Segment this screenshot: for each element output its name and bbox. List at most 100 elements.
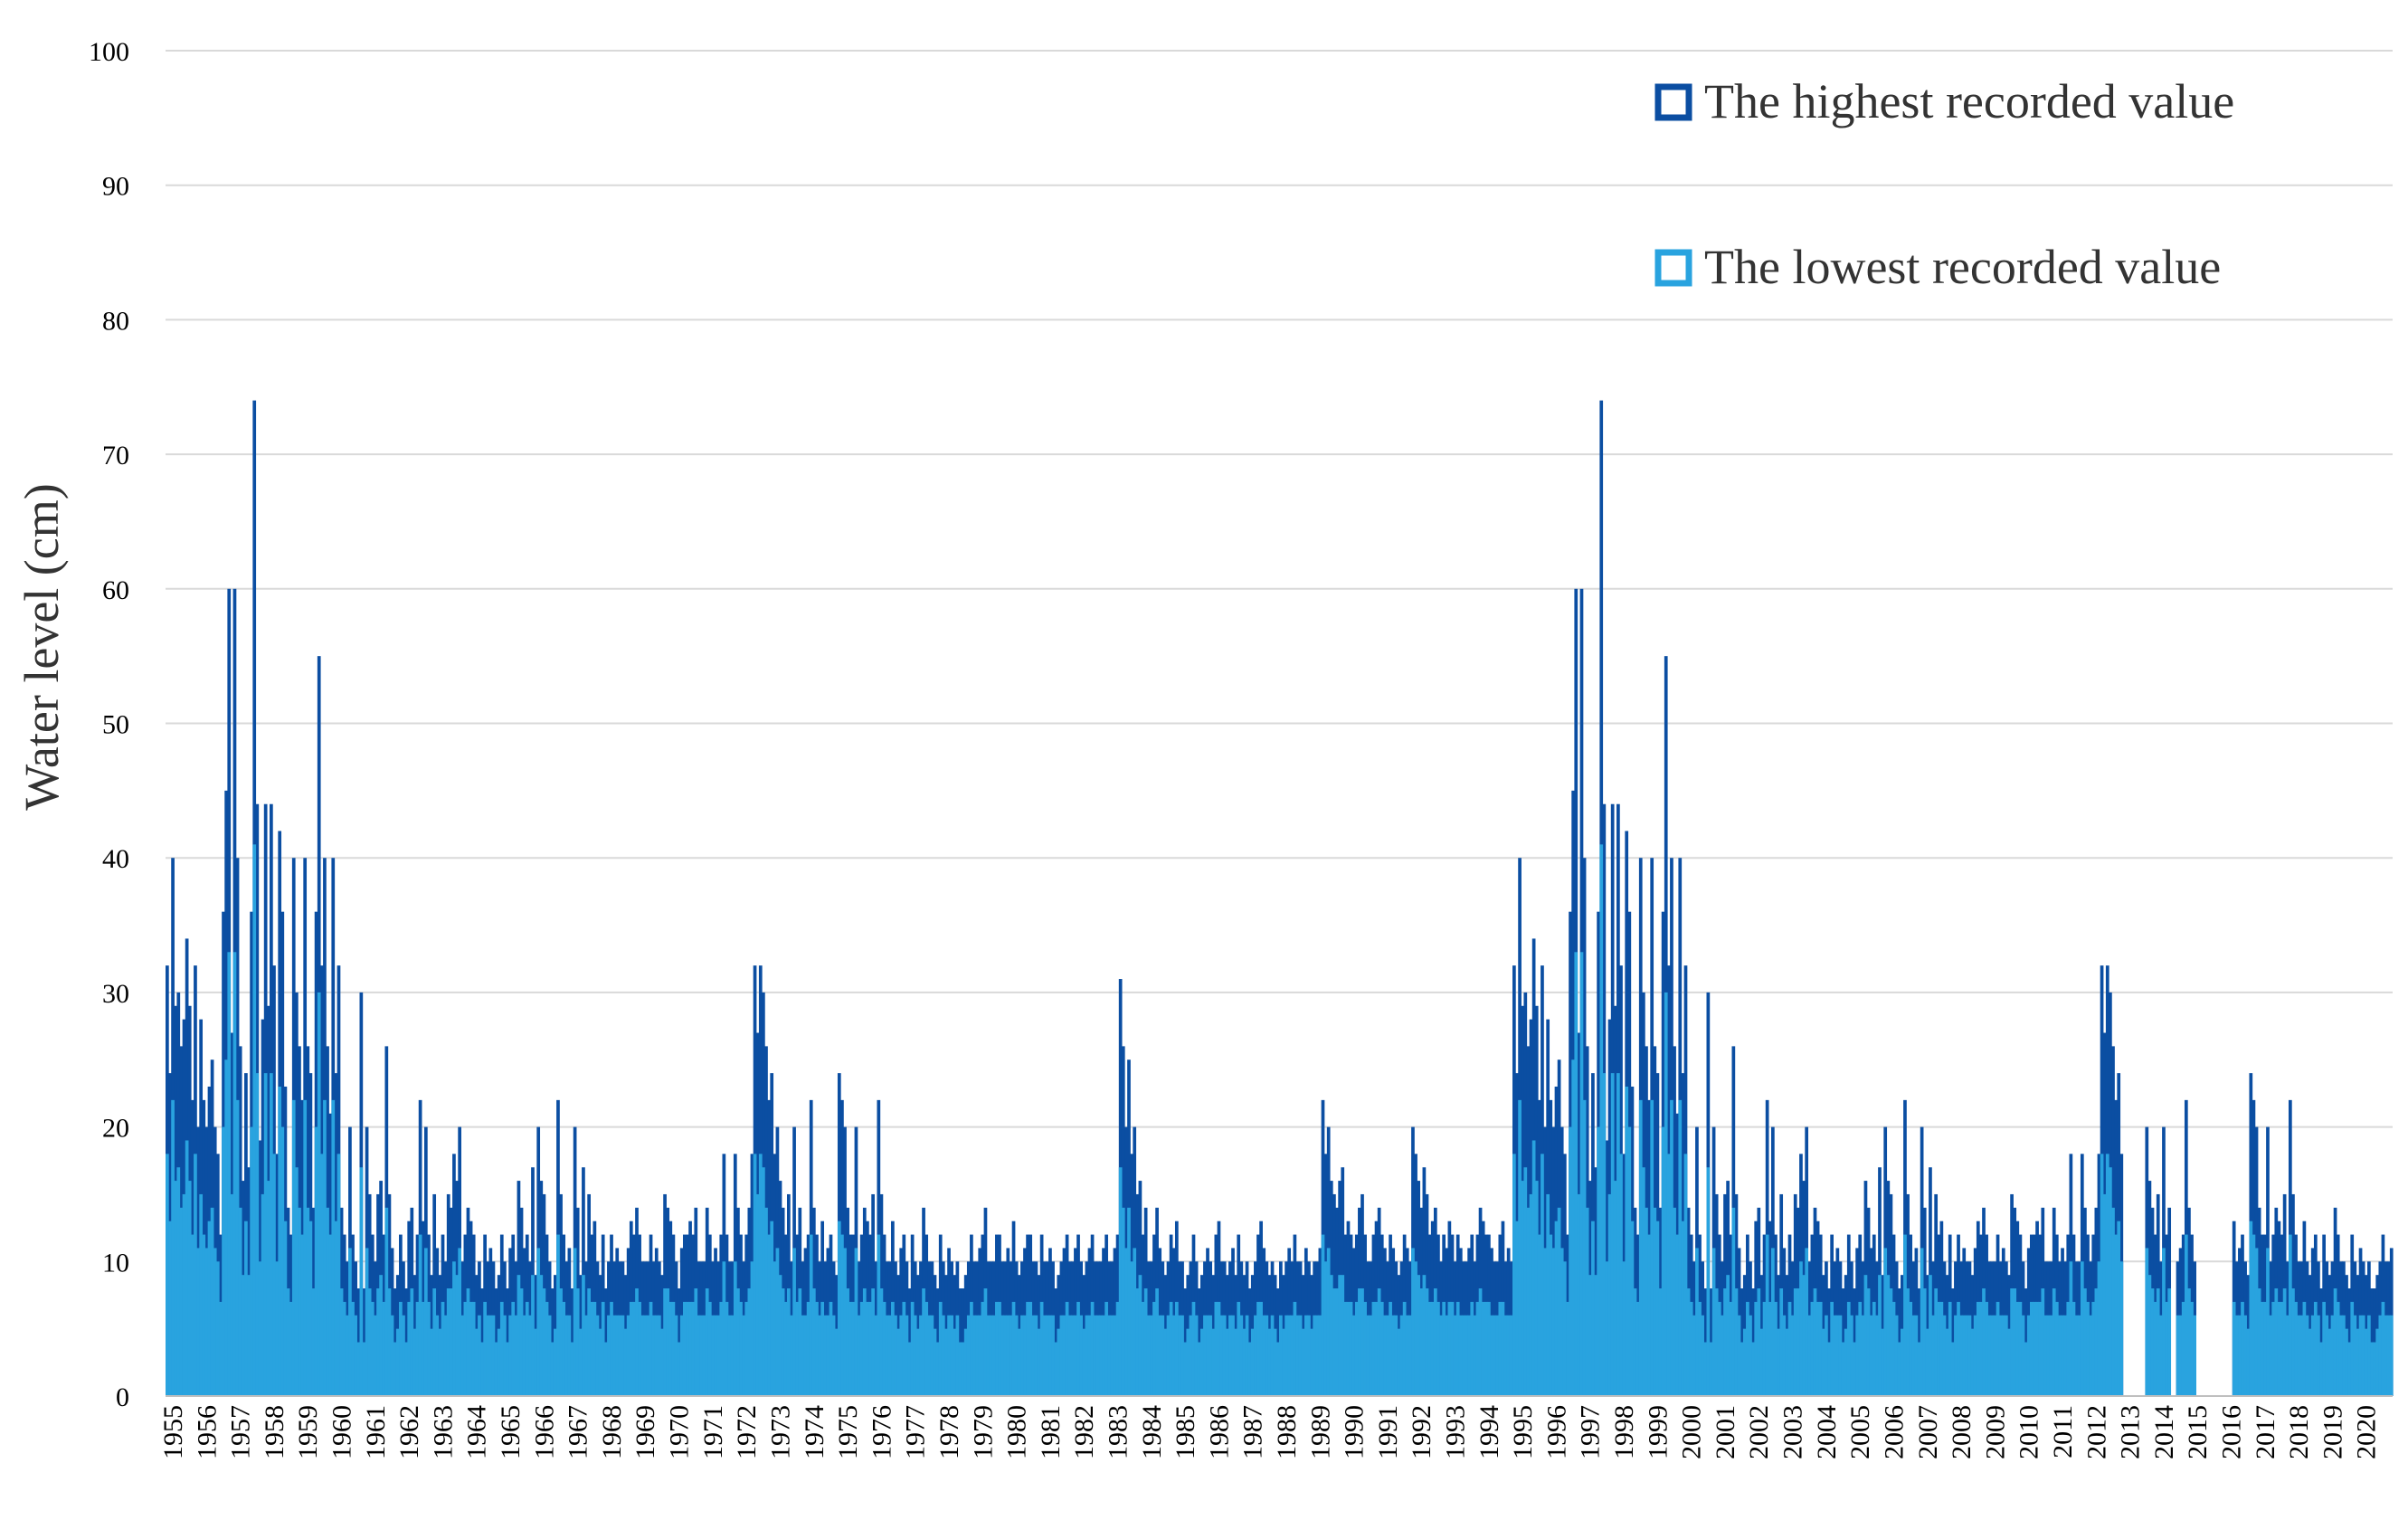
- x-tick-label: 1986: [1204, 1405, 1234, 1459]
- series-lowest: [166, 844, 2394, 1396]
- bar-lowest: [879, 1288, 884, 1396]
- bar-lowest: [970, 1301, 973, 1396]
- bar-lowest: [511, 1301, 516, 1396]
- bar-lowest: [215, 1261, 220, 1396]
- x-tick-label: 2014: [2149, 1405, 2179, 1459]
- bar-lowest: [2370, 1342, 2374, 1396]
- bar-lowest: [2254, 1248, 2259, 1396]
- bar-lowest: [2046, 1315, 2051, 1396]
- x-tick-label: 1973: [765, 1405, 795, 1459]
- y-axis-ticks: 0 10 20 30 40 50 60 70 80 90 100: [89, 37, 129, 1412]
- bar-lowest: [1929, 1275, 1932, 1396]
- bar-lowest: [1881, 1328, 1884, 1396]
- bar-lowest: [2381, 1301, 2385, 1396]
- bar-lowest: [2350, 1301, 2355, 1396]
- bar-lowest: [1484, 1301, 1488, 1396]
- bar-lowest: [2119, 1261, 2124, 1396]
- bar-lowest: [1383, 1315, 1387, 1396]
- bar-lowest: [567, 1315, 572, 1396]
- bar-lowest: [1664, 992, 1668, 1396]
- bar-lowest: [668, 1301, 673, 1396]
- bar-lowest: [730, 1315, 735, 1396]
- bar-lowest: [1498, 1301, 1503, 1396]
- bar-lowest: [1239, 1315, 1244, 1396]
- bar-lowest: [545, 1301, 549, 1396]
- bar-lowest: [2094, 1288, 2099, 1396]
- x-tick-label: 1958: [260, 1405, 289, 1459]
- bar-lowest: [1369, 1315, 1373, 1396]
- bar-lowest: [1298, 1315, 1303, 1396]
- y-tick-label: 50: [102, 710, 129, 740]
- bar-lowest: [2007, 1328, 2011, 1396]
- bar-lowest: [1996, 1301, 2000, 1396]
- bar-lowest: [1313, 1315, 1317, 1396]
- bar-lowest: [559, 1288, 563, 1396]
- bar-lowest: [1585, 1207, 1589, 1396]
- bar-lowest: [2167, 1288, 2172, 1396]
- bar-lowest: [1790, 1315, 1795, 1396]
- x-tick-label: 1993: [1441, 1405, 1471, 1459]
- bar-lowest: [899, 1315, 904, 1396]
- bar-lowest: [862, 1288, 867, 1396]
- bar-lowest: [902, 1301, 906, 1396]
- bar-lowest: [1509, 1315, 1513, 1396]
- bar-lowest: [1199, 1328, 1204, 1396]
- bar-lowest: [2338, 1315, 2343, 1396]
- bar-lowest: [2058, 1315, 2062, 1396]
- bar-lowest: [688, 1301, 692, 1396]
- bar-lowest: [1219, 1315, 1224, 1396]
- bar-lowest: [2238, 1315, 2242, 1396]
- x-tick-label: 1988: [1272, 1405, 1302, 1459]
- bar-lowest: [2145, 1248, 2149, 1396]
- legend-label-highest: The highest recorded value: [1704, 74, 2234, 128]
- x-tick-label: 1995: [1508, 1405, 1538, 1459]
- bar-lowest: [1275, 1342, 1280, 1396]
- bar-lowest: [1141, 1301, 1145, 1396]
- bar-lowest: [202, 1234, 206, 1396]
- bar-lowest: [2282, 1288, 2287, 1396]
- x-tick-label: 1967: [564, 1405, 593, 1459]
- bar-lowest: [961, 1342, 965, 1396]
- x-tick-label: 2018: [2284, 1405, 2314, 1459]
- bar-lowest: [1698, 1301, 1702, 1396]
- bar-lowest: [272, 1154, 276, 1396]
- bar-lowest: [820, 1301, 825, 1396]
- bar-lowest: [1855, 1315, 1859, 1396]
- bar-lowest: [1234, 1328, 1237, 1396]
- bar-lowest: [2063, 1315, 2068, 1396]
- bar-lowest: [933, 1328, 937, 1396]
- x-tick-label: 2008: [1947, 1405, 1977, 1459]
- bar-lowest: [1419, 1288, 1424, 1396]
- bar-lowest: [2071, 1301, 2076, 1396]
- bar-lowest: [1099, 1315, 1103, 1396]
- bar-lowest: [1802, 1275, 1806, 1396]
- bar-lowest: [2277, 1301, 2281, 1396]
- bar-lowest: [2246, 1328, 2251, 1396]
- bar-lowest: [1399, 1315, 1404, 1396]
- bar-lowest: [834, 1328, 839, 1396]
- bar-lowest: [1065, 1301, 1069, 1396]
- bar-lowest: [621, 1315, 625, 1396]
- bar-lowest: [663, 1288, 667, 1396]
- x-tick-label: 1996: [1541, 1405, 1571, 1459]
- x-tick-label: 1963: [428, 1405, 458, 1459]
- bar-lowest: [1174, 1301, 1179, 1396]
- bar-lowest: [1771, 1248, 1775, 1396]
- bar-lowest: [638, 1301, 641, 1396]
- bar-lowest: [553, 1328, 557, 1396]
- bar-lowest: [829, 1301, 833, 1396]
- y-tick-label: 70: [102, 441, 129, 470]
- bar-lowest: [2252, 1234, 2256, 1396]
- bar-lowest: [1886, 1275, 1891, 1396]
- bar-lowest: [1048, 1315, 1052, 1396]
- bar-lowest: [1203, 1315, 1207, 1396]
- bar-lowest: [1118, 1167, 1123, 1396]
- bar-lowest: [176, 1167, 181, 1396]
- bar-lowest: [739, 1301, 743, 1396]
- bar-lowest: [2299, 1315, 2304, 1396]
- x-tick-label: 2009: [1980, 1405, 2010, 1459]
- bar-lowest: [435, 1315, 440, 1396]
- bar-lowest: [1427, 1301, 1432, 1396]
- bar-lowest: [762, 1167, 765, 1396]
